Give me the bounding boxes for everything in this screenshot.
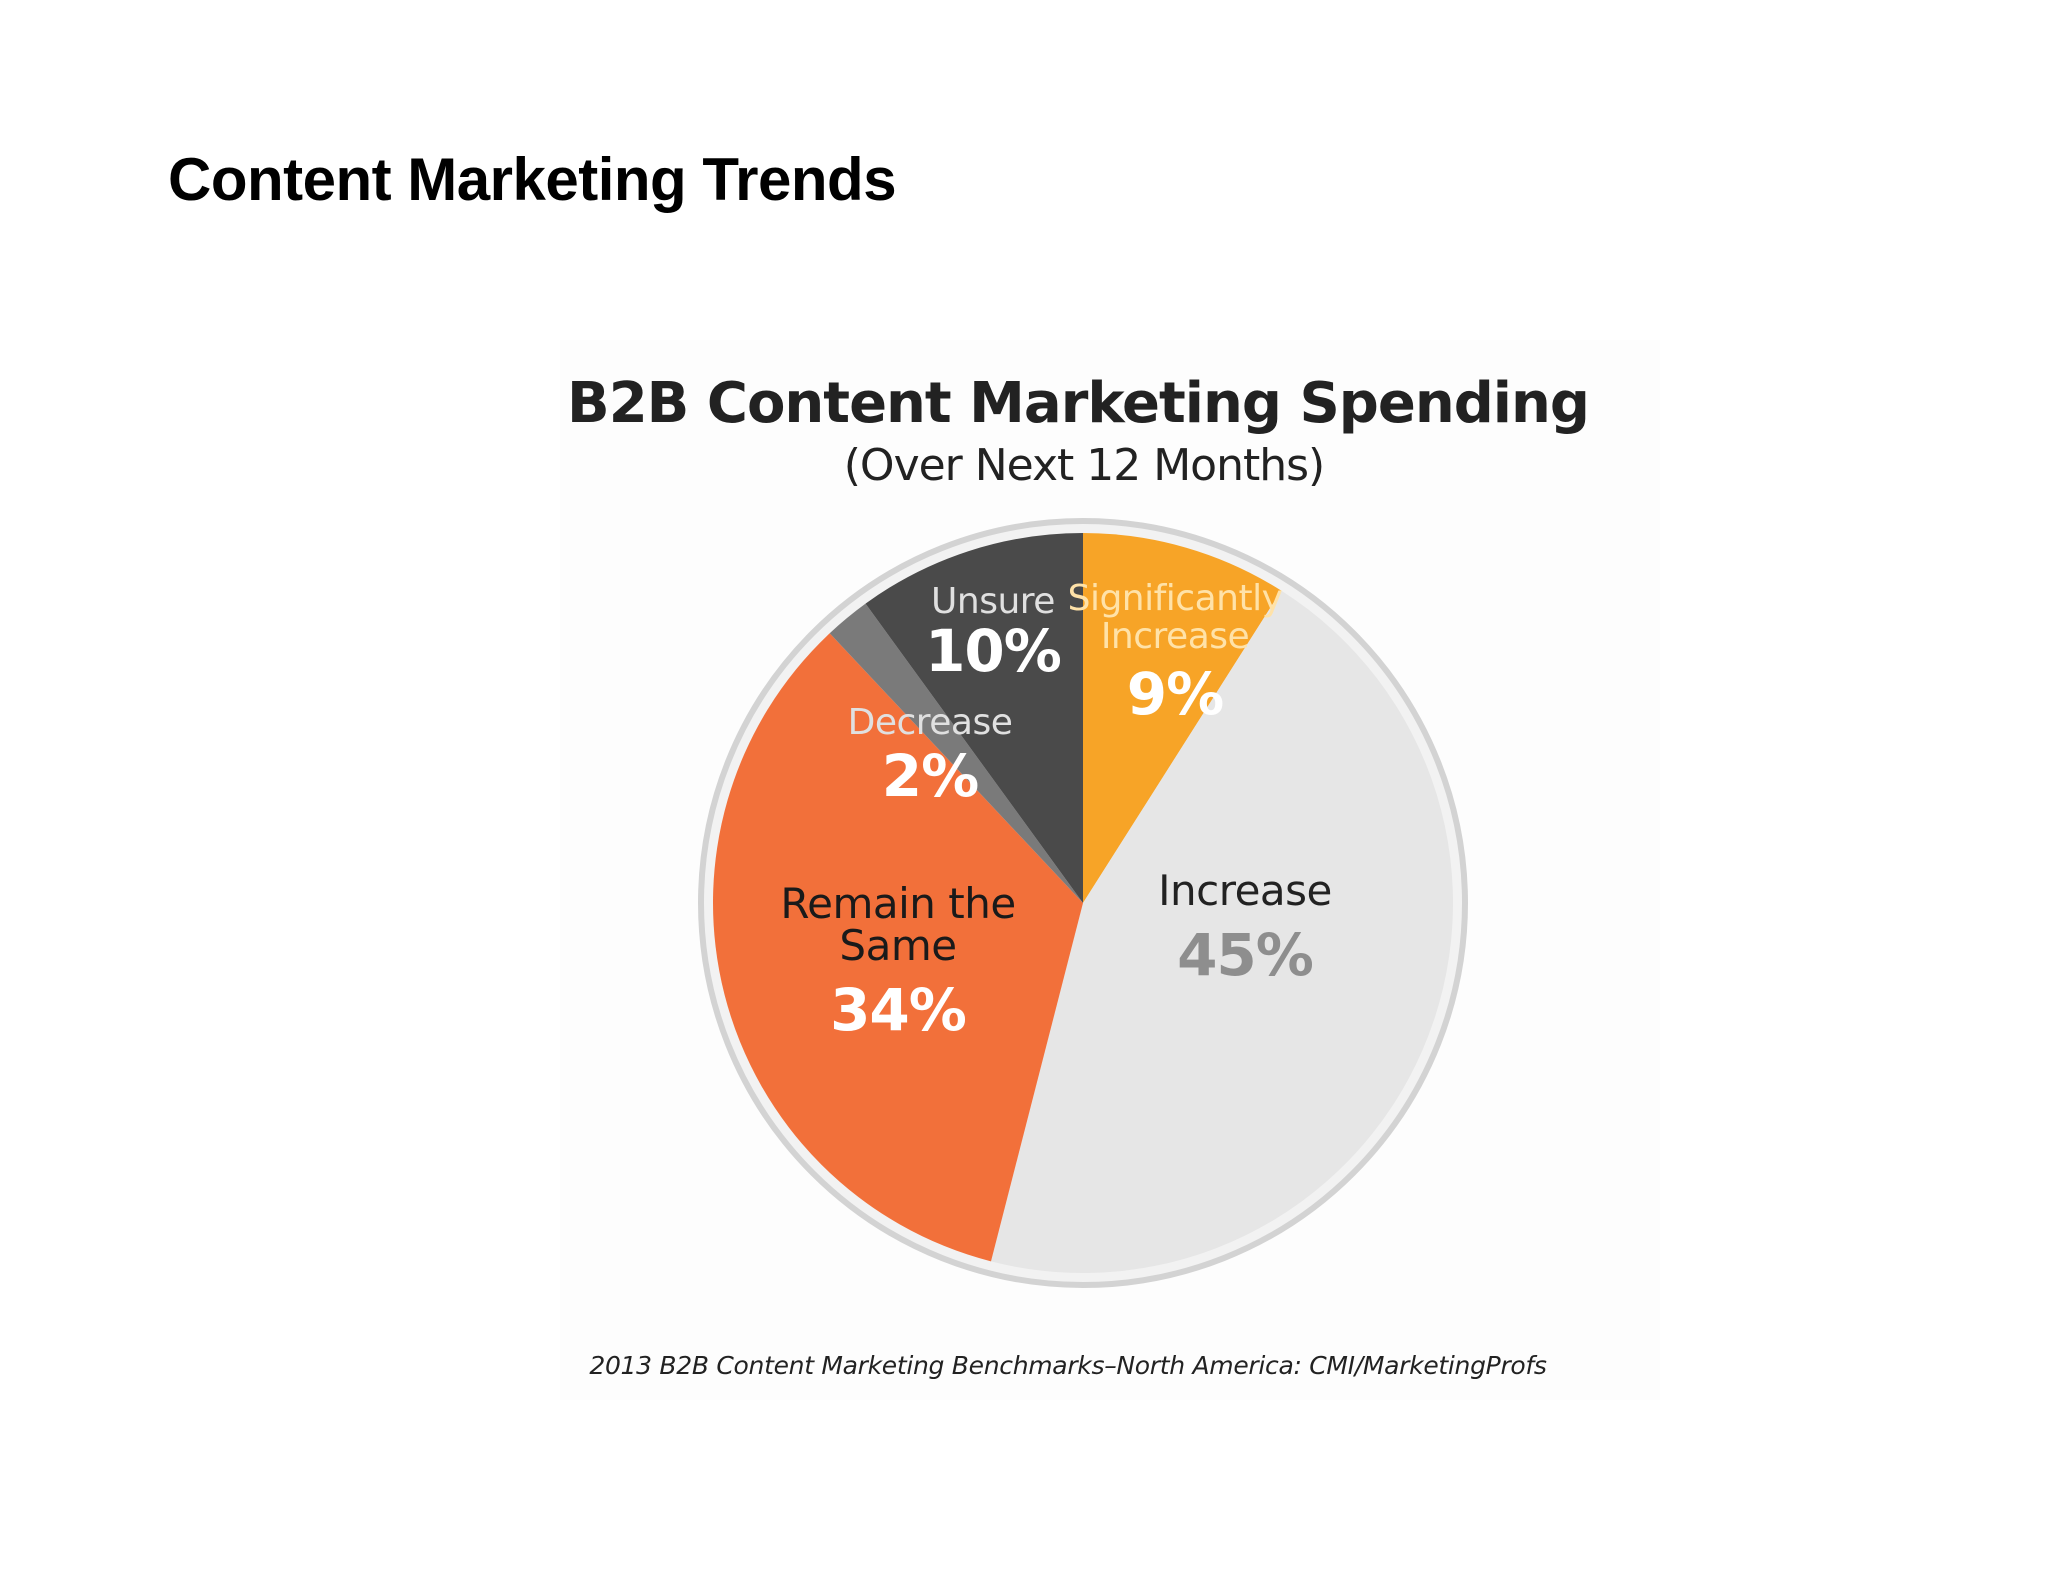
slice-value: 2% [882,742,978,810]
pie-slice-significantly-increase [1083,533,1282,903]
pie-slice-remain-the-same [713,633,1083,1262]
slice-label: Increase [1101,616,1249,657]
slice-label: Same [839,921,956,970]
pie-slice-unsure [865,533,1083,903]
chart-source: 2013 B2B Content Marketing Benchmarks–No… [589,1351,1547,1380]
slice-value: 9% [1127,660,1223,728]
slice-label: Increase [1158,866,1332,915]
slice-label: Unsure [931,581,1055,622]
chart-subtitle: (Over Next 12 Months) [844,440,1324,491]
slice-value: 10% [925,617,1061,685]
pie-slice-increase [990,590,1453,1273]
slice-value: 34% [830,976,966,1044]
slide-title: Content Marketing Trends [168,146,897,213]
pie-labels: SignificantlyIncrease9%Increase45%Remain… [780,578,1332,1044]
pie-slices [713,533,1453,1273]
pie-slice-decrease [829,603,1083,903]
slice-label: Remain the [780,879,1015,928]
slice-label: Decrease [848,702,1013,743]
chart-title: B2B Content Marketing Spending [567,371,1589,436]
slice-label: Significantly [1068,578,1283,619]
slice-value: 45% [1177,921,1313,989]
